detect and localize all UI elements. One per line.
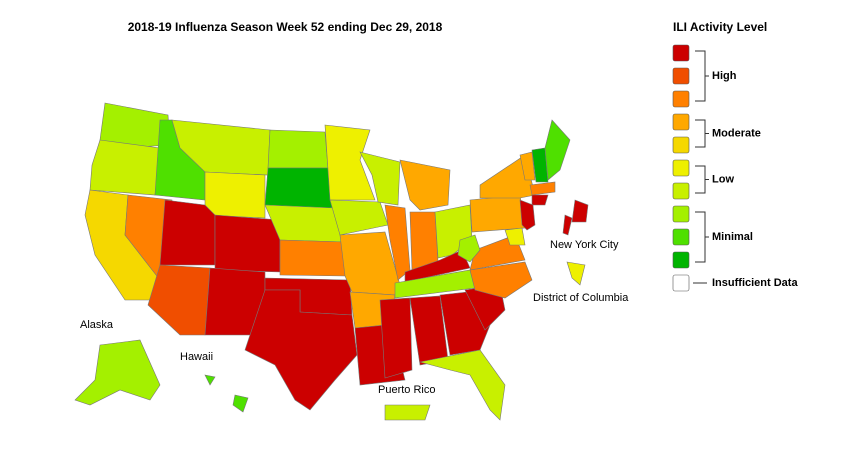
- state-shape: [479, 154, 536, 199]
- legend-bracket: [695, 211, 709, 263]
- legend-label: Insufficient Data: [712, 277, 798, 289]
- state-shape: [379, 297, 413, 379]
- state-shape: [419, 349, 506, 421]
- legend-label: High: [712, 70, 737, 82]
- map-label: New York City: [550, 239, 619, 251]
- legend-swatch: [672, 205, 690, 223]
- state-shape: [531, 194, 549, 206]
- state-shape: [279, 239, 346, 277]
- map-title: 2018-19 Influenza Season Week 52 ending …: [128, 20, 443, 34]
- us-map: [74, 102, 589, 421]
- state-shape: [519, 199, 536, 231]
- map-label: Hawaii: [180, 351, 213, 363]
- legend-swatch: [672, 251, 690, 269]
- state-shape: [204, 374, 216, 386]
- state-shape: [384, 204, 411, 281]
- legend-swatch: [672, 113, 690, 131]
- state-shape: [89, 139, 161, 196]
- legend-label: Low: [712, 173, 734, 185]
- legend: High Moderate Low Minimal Insufficient Data: [672, 44, 798, 292]
- state-shape: [531, 147, 549, 183]
- state-shape: [267, 129, 329, 169]
- state-shape: [74, 339, 161, 406]
- state-shape: [519, 151, 536, 181]
- map-label: District of Columbia: [533, 292, 629, 304]
- legend-swatch: [672, 67, 690, 85]
- legend-swatch: [672, 159, 690, 177]
- state-shape: [324, 124, 376, 201]
- state-shape: [457, 234, 481, 263]
- map-label: Alaska: [80, 319, 114, 331]
- legend-label: Minimal: [712, 231, 753, 243]
- state-shape: [409, 211, 439, 271]
- state-shape: [159, 199, 216, 266]
- legend-swatch: [672, 90, 690, 108]
- legend-swatch: [672, 228, 690, 246]
- state-shape: [329, 199, 389, 236]
- state-shape: [529, 181, 556, 196]
- state-shape: [232, 394, 249, 413]
- state-shape: [204, 171, 266, 219]
- state-shape: [384, 404, 431, 421]
- state-shape: [562, 214, 573, 236]
- state-shape: [147, 264, 211, 336]
- legend-swatch: [672, 182, 690, 200]
- state-shape: [504, 227, 526, 246]
- state-shape: [244, 289, 358, 411]
- legend-bracket: [695, 119, 709, 148]
- legend-bracket: [695, 50, 709, 102]
- legend-title: ILI Activity Level: [673, 20, 767, 34]
- legend-swatch: [672, 274, 690, 292]
- state-shape: [469, 194, 526, 233]
- state-shape: [571, 199, 589, 223]
- legend-swatch: [672, 44, 690, 62]
- state-shape: [544, 119, 571, 181]
- state-shape: [566, 261, 586, 286]
- legend-label: Moderate: [712, 127, 761, 139]
- legend-bracket: [695, 165, 709, 194]
- map-label: Puerto Rico: [378, 384, 435, 396]
- state-shape: [214, 214, 281, 273]
- state-shape: [359, 151, 401, 206]
- state-shape: [264, 167, 333, 209]
- legend-swatch: [672, 136, 690, 154]
- state-shape: [399, 159, 451, 211]
- state-shape: [469, 261, 533, 299]
